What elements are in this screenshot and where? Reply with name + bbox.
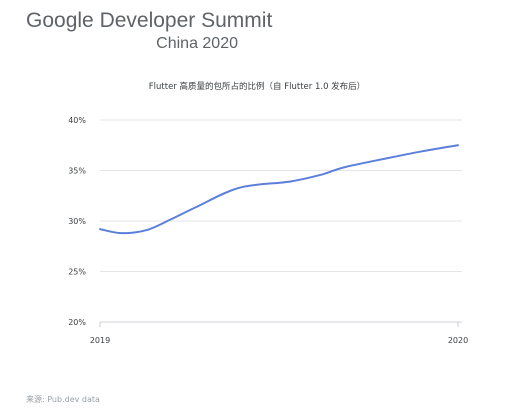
x-tick-label: 2020 — [448, 336, 468, 345]
data-source-note: 来源: Pub.dev data — [26, 395, 100, 404]
series-line — [99, 144, 459, 235]
y-tick-label: 40% — [68, 116, 86, 125]
y-tick-label: 30% — [68, 217, 86, 226]
event-name: Developer Summit — [99, 9, 273, 32]
grid-layer — [100, 119, 462, 323]
y-tick-label: 35% — [68, 167, 86, 176]
y-tick-label: 25% — [68, 268, 86, 277]
brand-name: Google — [26, 9, 94, 32]
event-logo: Google Developer Summit China 2020 — [26, 8, 272, 54]
chart-title: Flutter 高质量的包所占的比例（自 Flutter 1.0 发布后） — [148, 82, 366, 92]
series-layer — [99, 144, 459, 235]
y-tick-label: 20% — [68, 318, 86, 327]
y-axis-ticks: 20% 25% 30% 35% 40% — [68, 116, 86, 327]
event-subtitle: China 2020 — [156, 35, 238, 52]
x-axis-ticks: 2019 2020 — [90, 322, 468, 345]
x-tick-label: 2019 — [90, 336, 110, 345]
event-logo-title: Google Developer Summit — [26, 8, 272, 34]
